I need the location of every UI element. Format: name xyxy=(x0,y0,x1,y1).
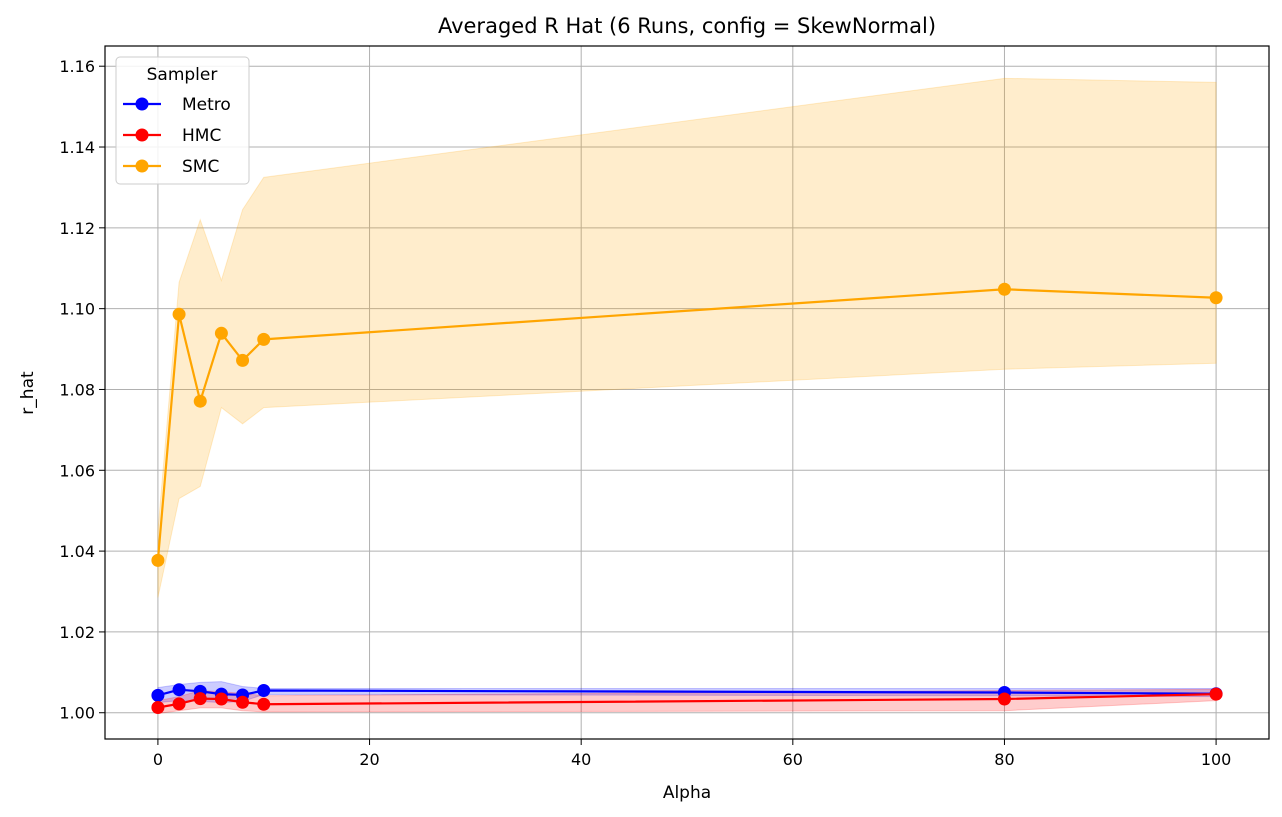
hmc-point xyxy=(151,700,165,714)
x-tick-label: 80 xyxy=(994,750,1014,769)
plot-frame xyxy=(104,45,1270,740)
y-tick-label: 1.12 xyxy=(59,219,95,238)
smc-point xyxy=(214,326,228,340)
smc-point xyxy=(257,332,271,346)
legend-title: Sampler xyxy=(147,65,218,85)
smc-point xyxy=(193,394,207,408)
hmc-point xyxy=(257,697,271,711)
hmc-point xyxy=(172,697,186,711)
x-axis-ticks: 0 20 40 60 80 100 xyxy=(153,739,1232,769)
x-tick-label: 60 xyxy=(783,750,803,769)
confidence-bands xyxy=(157,77,1217,715)
x-tick-label: 100 xyxy=(1201,750,1232,769)
chart-title: Averaged R Hat (6 Runs, config = SkewNor… xyxy=(438,14,936,38)
hmc-point xyxy=(214,692,228,706)
grid xyxy=(105,46,1269,739)
smc-point xyxy=(1209,291,1223,305)
smc-band xyxy=(157,77,1217,598)
smc-point xyxy=(236,353,250,367)
series-points xyxy=(151,282,1223,714)
legend-hmc-marker xyxy=(135,128,149,142)
y-tick-label: 1.00 xyxy=(59,704,95,723)
legend-box xyxy=(115,56,250,185)
metro-point xyxy=(151,688,165,702)
y-axis-label: r_hat xyxy=(18,371,38,415)
y-tick-label: 1.08 xyxy=(59,380,95,399)
smc-line xyxy=(156,288,1217,561)
hmc-point xyxy=(997,692,1011,706)
legend-smc-label: SMC xyxy=(182,157,219,177)
x-tick-label: 40 xyxy=(571,750,591,769)
y-tick-label: 1.06 xyxy=(59,461,95,480)
metro-point xyxy=(172,683,186,697)
hmc-point xyxy=(1209,687,1223,701)
y-tick-label: 1.04 xyxy=(59,542,95,561)
legend-entries: Metro HMC SMC xyxy=(123,95,231,177)
legend-smc-marker xyxy=(135,159,149,173)
y-tick-label: 1.10 xyxy=(59,300,95,319)
legend-hmc-label: HMC xyxy=(182,126,221,146)
smc-point xyxy=(997,282,1011,296)
legend-metro-label: Metro xyxy=(182,95,231,115)
legend: Sampler Metro HMC SMC xyxy=(115,56,250,185)
metro-point xyxy=(257,684,271,698)
y-tick-label: 1.16 xyxy=(59,57,95,76)
y-axis-ticks: 1.00 1.02 1.04 1.06 1.08 1.10 1.12 1.14 1.16 xyxy=(59,57,105,723)
hmc-point xyxy=(193,692,207,706)
hmc-point xyxy=(236,695,250,709)
y-tick-label: 1.02 xyxy=(59,623,95,642)
y-tick-label: 1.14 xyxy=(59,138,95,157)
smc-point xyxy=(172,307,186,321)
smc-point xyxy=(151,553,165,567)
legend-metro-marker xyxy=(135,97,149,111)
x-tick-label: 20 xyxy=(359,750,379,769)
x-axis-label: Alpha xyxy=(663,783,711,803)
x-tick-label: 0 xyxy=(153,750,163,769)
